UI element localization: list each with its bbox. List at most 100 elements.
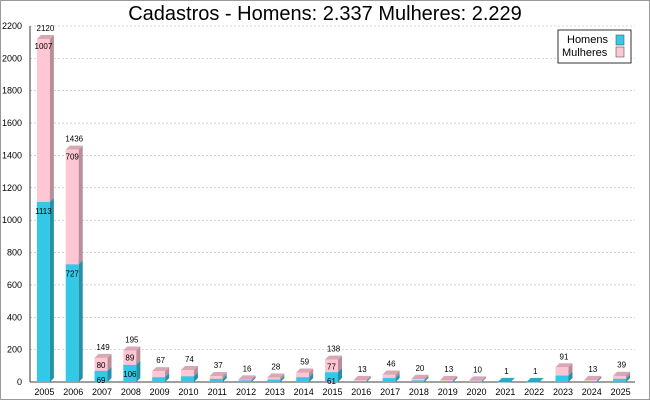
bar-side-homens [193,372,198,382]
x-tick-label: 2015 [322,387,342,397]
bar-homens [469,381,483,382]
x-tick-label: 2025 [611,387,631,397]
bar-side-mulheres [626,371,631,379]
total-label: 1436 [65,135,83,144]
bar-mulheres [123,350,137,365]
bar-homens [497,381,511,383]
bar-homens [123,364,137,382]
bar-side-mulheres [453,375,458,382]
bar-side-homens [280,375,285,382]
bar-mulheres [152,371,166,378]
total-label: 13 [588,365,597,374]
y-tick-label: 400 [7,312,22,322]
bar-mulheres [555,367,569,376]
total-label: 2120 [37,24,55,33]
bar-top-mulheres [469,376,487,381]
chart-title: Cadastros - Homens: 2.337 Mulheres: 2.22… [128,3,522,25]
y-tick-label: 1200 [2,183,22,193]
y-tick-label: 1600 [2,118,22,128]
bar-mulheres [36,38,50,202]
bar-top-mulheres [180,366,198,371]
bar-side-homens [597,377,602,382]
x-tick-label: 2017 [380,387,400,397]
total-label: 13 [444,365,453,374]
bar-homens [382,377,396,382]
bar-top-mulheres [209,372,227,377]
bar-side-mulheres [568,363,573,376]
total-label: 28 [271,362,280,371]
total-label: 46 [387,360,396,369]
bar-homens [353,381,367,382]
bar-side-homens [424,376,429,382]
x-tick-label: 2013 [265,387,285,397]
total-label: 1 [504,367,509,376]
x-tick-label: 2016 [351,387,371,397]
bar-mulheres [353,379,367,382]
bar-homens [238,380,252,382]
y-tick-label: 1000 [2,215,22,225]
bar-top-mulheres [238,375,256,380]
bar-homens [36,201,50,382]
bar-top-mulheres [65,145,83,150]
bar-top-mulheres [36,34,54,39]
y-tick-label: 1800 [2,86,22,96]
bar-side-homens [510,377,515,382]
bar-side-mulheres [165,367,170,378]
legend-swatch-homens [615,34,625,46]
bar-top-mulheres [152,367,170,372]
bar-side-homens [165,373,170,382]
x-tick-label: 2005 [34,387,54,397]
bar-mulheres [584,379,598,382]
bar-side-homens [136,360,141,382]
bar-side-mulheres [49,34,54,202]
total-label: 1 [533,367,538,376]
bar-mulheres [325,359,338,373]
bar-top-mulheres [296,368,314,373]
total-label: 91 [560,352,569,361]
bar-side-homens [338,368,342,382]
bar-homens [411,380,425,382]
bar-homens [613,378,627,382]
bar-side-mulheres [309,368,314,378]
bar-side-mulheres [193,366,198,377]
y-tick-label: 800 [7,248,22,258]
bar-top-mulheres [382,370,400,375]
bar-mulheres [94,357,108,371]
bar-mulheres [411,378,425,381]
bar-top-mulheres [584,375,602,380]
bar-side-mulheres [424,374,429,381]
y-tick-label: 1400 [2,150,22,160]
bar-side-homens [222,374,227,382]
segment-label-homens: 727 [66,269,80,278]
y-tick-label: 200 [7,345,22,355]
x-tick-label: 2018 [409,387,429,397]
x-tick-label: 2011 [208,387,227,397]
bar-side-mulheres [395,370,400,378]
bar-homens [267,379,281,382]
bar-side-mulheres [136,346,141,365]
bar-homens [209,378,223,382]
bar-side-homens [626,374,631,382]
bar-mulheres [296,372,310,378]
segment-label-homens: 1113 [35,207,52,216]
segment-label-homens: 69 [97,376,106,385]
bar-side-homens [78,260,83,382]
x-tick-label: 2022 [524,387,544,397]
bar-mulheres [469,380,483,382]
bar-side-homens [539,377,544,382]
bar-side-mulheres [222,372,227,379]
bar-side-mulheres [78,145,83,265]
bar-mulheres [65,149,79,265]
legend-label-mulheres: Mulheres [562,47,608,59]
bar-side-mulheres [107,353,112,371]
bar-side-mulheres [280,373,285,380]
x-tick-label: 2012 [236,387,256,397]
gridlines [30,25,635,350]
bar-homens [526,381,540,383]
bar-top-mulheres [411,374,429,379]
bar-side-mulheres [251,375,256,381]
x-tick-label: 2023 [553,387,573,397]
